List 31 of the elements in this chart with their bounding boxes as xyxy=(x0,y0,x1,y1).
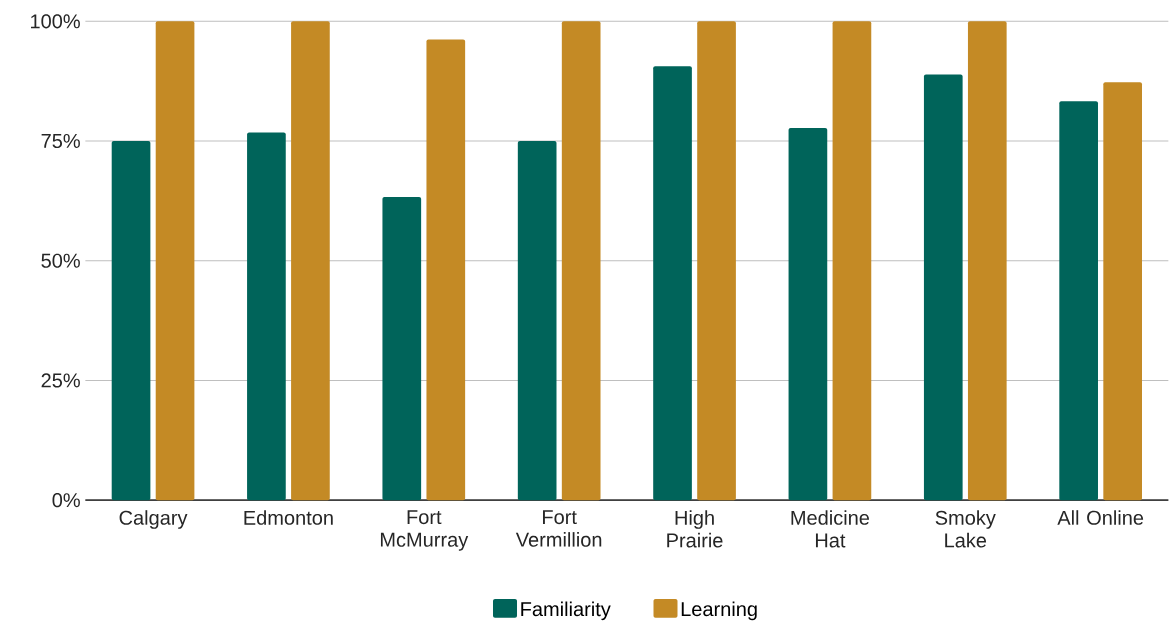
bar xyxy=(788,128,828,501)
legend-label: Familiarity xyxy=(521,601,611,621)
y-tick-label: 50% xyxy=(41,253,80,268)
legend-label: Learning xyxy=(681,601,757,621)
x-tick-label: High Prairie xyxy=(667,510,723,548)
bar xyxy=(1103,82,1142,501)
bar xyxy=(832,21,872,501)
x-tick-label: Smoky Lake xyxy=(935,510,996,548)
bar xyxy=(517,140,557,501)
x-tick-label: Fort Vermillion xyxy=(515,510,602,547)
y-tick-label: 0% xyxy=(52,492,80,508)
bar xyxy=(561,21,601,501)
x-tick-label: Calgary xyxy=(119,510,188,529)
bar xyxy=(291,21,330,501)
bar xyxy=(382,196,422,501)
bar xyxy=(653,66,692,501)
x-tick-label: Medicine Hat xyxy=(791,510,870,548)
bar xyxy=(155,21,195,501)
x-tick-label: Fort McMurray xyxy=(380,510,469,551)
bar xyxy=(1059,101,1098,501)
y-tick-label: 75% xyxy=(41,133,80,148)
bar xyxy=(247,132,286,501)
bar xyxy=(967,21,1007,501)
bar xyxy=(426,39,466,501)
bar xyxy=(923,74,963,501)
y-tick-label: 100% xyxy=(31,14,80,29)
x-tick-label: Edmonton xyxy=(244,510,333,525)
bar xyxy=(697,21,736,501)
x-tick-label: All Online xyxy=(1057,510,1144,525)
y-tick-label: 25% xyxy=(41,373,80,388)
bar xyxy=(111,140,151,501)
